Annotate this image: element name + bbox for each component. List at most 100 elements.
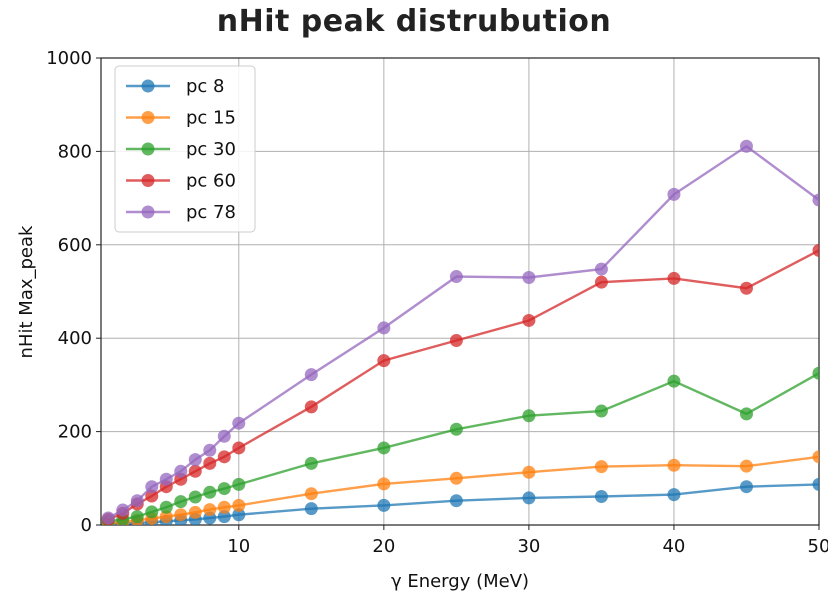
plot-frame (100, 57, 820, 526)
data-point (304, 502, 318, 516)
data-point (739, 139, 753, 153)
data-point (522, 491, 536, 505)
y-tick-label: 0 (81, 515, 92, 536)
y-axis-label: nHit Max_peak (16, 225, 37, 358)
y-tick-label: 800 (58, 141, 92, 162)
x-tick-label: 50 (808, 536, 828, 557)
data-point (449, 334, 463, 348)
data-point (739, 480, 753, 494)
chart-title: nHit peak distrubution (216, 4, 612, 39)
x-tick-label: 30 (517, 536, 540, 557)
legend-label: pc 30 (186, 139, 236, 160)
data-point (232, 508, 246, 522)
tick-layer: 10 20 30 40 50 0 200 400 600 800 1000 (46, 48, 828, 557)
legend-item: pc 8 (126, 76, 225, 97)
data-point (812, 450, 819, 464)
data-point (232, 498, 246, 512)
data-point (667, 374, 681, 388)
x-axis-label: γ Energy (MeV) (391, 571, 529, 591)
data-point (130, 510, 144, 524)
data-point (304, 368, 318, 382)
data-point (217, 500, 231, 514)
data-point (304, 456, 318, 470)
data-point (522, 409, 536, 423)
data-point (188, 490, 202, 504)
legend-item: pc 30 (126, 139, 236, 160)
data-point (449, 471, 463, 485)
data-point (203, 503, 217, 517)
data-point (159, 510, 173, 524)
data-point (145, 489, 159, 503)
series-pc-78 (101, 139, 819, 525)
data-point (377, 498, 391, 512)
legend-marker (141, 174, 155, 187)
y-tick-label: 200 (58, 422, 92, 443)
legend-item: pc 60 (126, 171, 236, 192)
data-point (522, 270, 536, 284)
data-point (377, 354, 391, 368)
data-point (667, 271, 681, 285)
legend-marker (141, 142, 155, 156)
data-point (377, 441, 391, 455)
data-point (812, 193, 819, 207)
data-point (667, 488, 681, 502)
data-point (130, 494, 144, 508)
legend-box (114, 65, 256, 233)
data-point (232, 441, 246, 455)
data-point (449, 422, 463, 436)
data-point (188, 505, 202, 519)
legend-marker (141, 79, 155, 93)
data-point (217, 429, 231, 443)
y-tick-label: 1000 (46, 48, 92, 69)
data-point (188, 464, 202, 478)
legend-label: pc 60 (186, 171, 236, 192)
data-point (739, 281, 753, 295)
y-tick-label: 400 (58, 328, 92, 349)
data-point (594, 275, 608, 289)
data-point (159, 500, 173, 514)
data-point (203, 443, 217, 457)
legend-marker (141, 111, 155, 124)
data-point (174, 495, 188, 509)
data-point (116, 503, 130, 517)
data-point (594, 490, 608, 504)
data-point (594, 460, 608, 474)
legend-label: pc 78 (186, 202, 236, 223)
data-point (812, 477, 819, 491)
legend-item: pc 78 (126, 202, 236, 223)
data-point (522, 313, 536, 327)
data-point (522, 465, 536, 479)
data-point (739, 459, 753, 473)
x-tick-label: 40 (662, 536, 685, 557)
data-point (594, 262, 608, 276)
y-tick-label: 600 (58, 235, 92, 256)
legend-label: pc 15 (186, 108, 236, 129)
legend: pc 8 pc 15 pc 30 pc 60 pc 78 (114, 65, 256, 233)
series-layer (101, 139, 819, 525)
data-point (812, 366, 819, 380)
data-point (217, 450, 231, 464)
x-tick-label: 10 (227, 536, 250, 557)
data-point (217, 510, 231, 524)
data-point (377, 321, 391, 335)
data-point (377, 477, 391, 491)
x-tick-label: 20 (372, 536, 395, 557)
data-point (217, 482, 231, 496)
data-point (232, 477, 246, 491)
legend-marker (141, 205, 155, 219)
data-point (667, 458, 681, 472)
series-line (107, 249, 819, 521)
data-point (739, 407, 753, 421)
data-point (304, 400, 318, 414)
data-point (159, 472, 173, 486)
data-point (188, 453, 202, 467)
data-point (812, 243, 819, 257)
data-point (174, 464, 188, 478)
legend-item: pc 15 (126, 108, 236, 129)
data-point (174, 508, 188, 522)
data-point (449, 494, 463, 508)
data-point (101, 511, 115, 525)
data-point (232, 416, 246, 430)
data-point (145, 480, 159, 494)
